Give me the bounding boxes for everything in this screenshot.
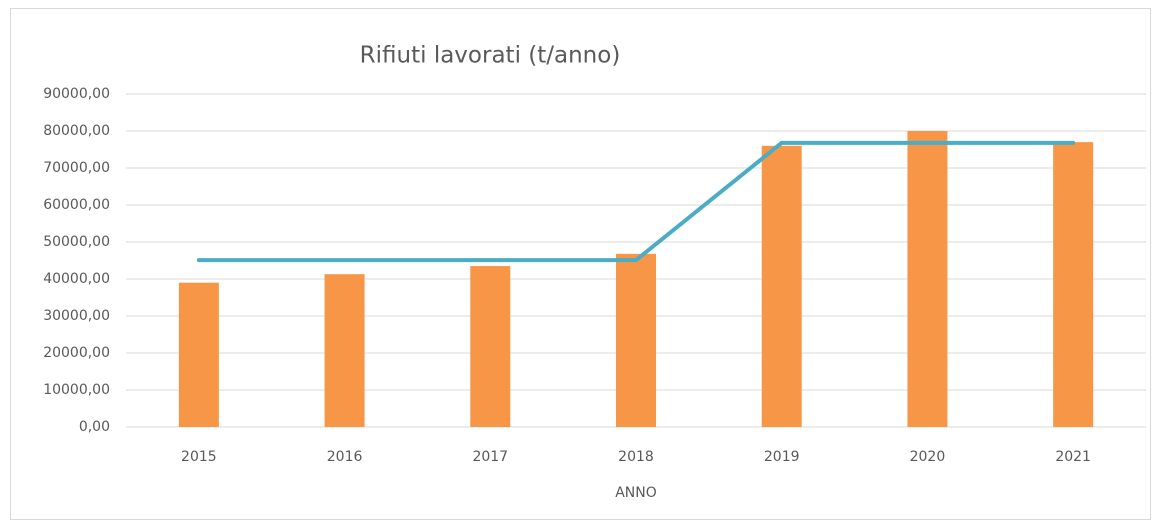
y-tick-label: 30000,00 (43, 308, 110, 324)
line (196, 140, 1076, 263)
x-tick-label: 2019 (764, 449, 800, 465)
y-tick-label: 70000,00 (43, 160, 110, 176)
bar (761, 145, 802, 428)
y-tick-label: 20000,00 (43, 345, 110, 361)
x-tick-label: 2017 (472, 449, 508, 465)
x-tick-label: 2021 (1055, 449, 1091, 465)
y-tick-label: 60000,00 (43, 197, 110, 213)
x-axis-title: ANNO (615, 485, 657, 501)
x-tick-label: 2020 (910, 449, 946, 465)
x-tick-label: 2018 (618, 449, 654, 465)
y-tick-label: 40000,00 (43, 271, 110, 287)
y-tick-label: 50000,00 (43, 234, 110, 250)
y-tick-label: 90000,00 (43, 86, 110, 102)
bar (1053, 142, 1094, 427)
y-tick-label: 0,00 (79, 419, 110, 435)
bar (616, 253, 656, 427)
x-tick-label: 2016 (327, 449, 363, 465)
y-tick-label: 80000,00 (43, 123, 110, 139)
bar (907, 131, 948, 427)
chart-frame (10, 8, 1151, 520)
chart-title: Rifiuti lavorati (t/anno) (360, 43, 621, 69)
y-tick-label: 10000,00 (43, 382, 110, 398)
bar (178, 282, 219, 427)
bar (470, 266, 511, 427)
x-tick-label: 2015 (181, 449, 217, 465)
bar (324, 274, 365, 427)
